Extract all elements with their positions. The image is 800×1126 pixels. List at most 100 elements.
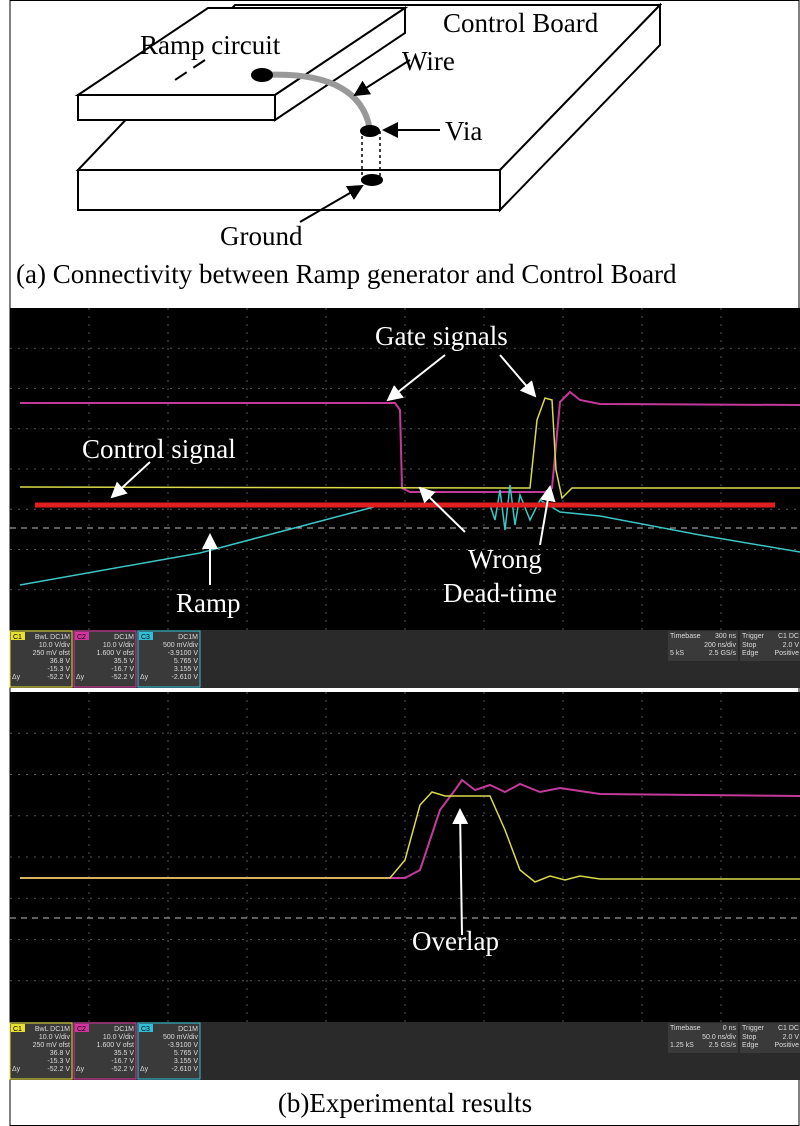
channel-box bbox=[73, 630, 137, 688]
channel-id: C3 bbox=[141, 1026, 150, 1033]
channel-value: -15.3 V bbox=[47, 666, 70, 673]
channel-id: C1 bbox=[13, 1026, 22, 1033]
delta-label: Δy bbox=[76, 1066, 85, 1073]
channel-value: -52.2 V bbox=[47, 1066, 70, 1073]
timebase-rate: 2.5 GS/s bbox=[709, 650, 737, 657]
label: Via bbox=[445, 116, 482, 146]
channel-value: 3.155 V bbox=[174, 666, 198, 673]
channel-tag bbox=[139, 1024, 153, 1032]
trigger-box bbox=[740, 1023, 800, 1053]
channel-coupling: DC1M bbox=[114, 1026, 134, 1033]
timebase-delay: 0 ns bbox=[723, 1025, 737, 1032]
trigger-label: Trigger bbox=[742, 633, 765, 640]
trigger-mode: Stop bbox=[742, 1034, 757, 1041]
timebase-label: Timebase bbox=[670, 633, 701, 640]
channel-value: 500 mV/div bbox=[163, 642, 199, 649]
channel-value: -52.2 V bbox=[111, 1066, 134, 1073]
channel-value: -3.9100 V bbox=[168, 1042, 199, 1049]
channel-value: 5.765 V bbox=[174, 658, 198, 665]
annotation: Control signal bbox=[82, 434, 236, 464]
channel-coupling: DC1M bbox=[114, 634, 134, 641]
channel-tag bbox=[75, 1024, 89, 1032]
timebase-box bbox=[668, 631, 738, 661]
timebase-delay: 300 ns bbox=[715, 633, 737, 640]
annotation: Ramp bbox=[176, 588, 241, 618]
channel-id: C2 bbox=[77, 634, 86, 641]
trigger-level: 2.0 V bbox=[783, 642, 800, 649]
channel-value: 5.765 V bbox=[174, 1050, 198, 1057]
channel-value: 10.0 V/div bbox=[39, 642, 71, 649]
channel-value: 10.0 V/div bbox=[103, 1034, 135, 1041]
channel-value: 250 mV ofst bbox=[33, 650, 70, 657]
channel-coupling: DC1M bbox=[178, 634, 198, 641]
channel-value: -15.3 V bbox=[47, 1058, 70, 1065]
channel-value: -16.7 V bbox=[111, 1058, 134, 1065]
channel-box bbox=[9, 630, 73, 688]
channel-value: -52.2 V bbox=[111, 674, 134, 681]
channel-value: 250 mV ofst bbox=[33, 1042, 70, 1049]
channel-value: 10.0 V/div bbox=[103, 642, 135, 649]
trigger-slope: Positive bbox=[774, 650, 799, 657]
channel-value: 36.8 V bbox=[50, 658, 71, 665]
scope-screen bbox=[10, 692, 800, 1022]
caption: (b)Experimental results bbox=[278, 1088, 532, 1118]
delta-label: Δy bbox=[12, 1066, 21, 1073]
channel-value: 36.8 V bbox=[50, 1050, 71, 1057]
channel-tag bbox=[11, 632, 25, 640]
channel-id: C3 bbox=[141, 634, 150, 641]
channel-value: 1.600 V ofst bbox=[97, 650, 134, 657]
timebase-div: 50.0 ns/div bbox=[702, 1034, 736, 1041]
channel-value: -52.2 V bbox=[47, 674, 70, 681]
board-diagram bbox=[74, 2, 663, 223]
trigger-slope: Positive bbox=[774, 1042, 799, 1049]
trigger-mode: Stop bbox=[742, 642, 757, 649]
channel-value: 10.0 V/div bbox=[39, 1034, 71, 1041]
timebase-div: 200 ns/div bbox=[704, 642, 736, 649]
channel-id: C2 bbox=[77, 1026, 86, 1033]
channel-value: -16.7 V bbox=[111, 666, 134, 673]
channel-box bbox=[73, 1022, 137, 1080]
trigger-type: Edge bbox=[742, 1042, 758, 1049]
scope-screen bbox=[10, 308, 800, 630]
channel-tag bbox=[75, 632, 89, 640]
timebase-samples: 5 kS bbox=[670, 650, 684, 657]
trigger-label: Trigger bbox=[742, 1025, 765, 1032]
channel-tag bbox=[139, 632, 153, 640]
delta-label: Δy bbox=[12, 674, 21, 681]
channel-value: 35.5 V bbox=[114, 1050, 135, 1057]
label: Control Board bbox=[443, 8, 599, 38]
delta-label: Δy bbox=[76, 674, 85, 681]
annotation: Dead-time bbox=[443, 578, 557, 608]
label: Ground bbox=[220, 221, 303, 251]
trigger-source: C1 DC bbox=[778, 633, 799, 640]
delta-label: Δy bbox=[140, 674, 149, 681]
channel-value: 35.5 V bbox=[114, 658, 135, 665]
timebase-box bbox=[668, 1023, 738, 1053]
delta-label: Δy bbox=[140, 1066, 149, 1073]
label: Ramp circuit bbox=[140, 30, 281, 60]
channel-coupling: BwL DC1M bbox=[35, 634, 70, 641]
trigger-source: C1 DC bbox=[778, 1025, 799, 1032]
channel-box bbox=[137, 630, 201, 688]
channel-tag bbox=[11, 1024, 25, 1032]
annotation: Wrong bbox=[468, 544, 542, 574]
channel-value: -2.610 V bbox=[172, 674, 199, 681]
channel-value: -3.9100 V bbox=[168, 650, 199, 657]
channel-value: -2.610 V bbox=[172, 1066, 199, 1073]
timebase-rate: 2.5 GS/s bbox=[709, 1042, 737, 1049]
timebase-label: Timebase bbox=[670, 1025, 701, 1032]
annotation: Overlap bbox=[412, 926, 499, 956]
trigger-type: Edge bbox=[742, 650, 758, 657]
channel-value: 3.155 V bbox=[174, 1058, 198, 1065]
channel-coupling: BwL DC1M bbox=[35, 1026, 70, 1033]
trigger-box bbox=[740, 631, 800, 661]
channel-value: 500 mV/div bbox=[163, 1034, 199, 1041]
timebase-samples: 1.25 kS bbox=[670, 1042, 694, 1049]
channel-coupling: DC1M bbox=[178, 1026, 198, 1033]
caption: (a) Connectivity between Ramp generator … bbox=[16, 259, 677, 289]
channel-box bbox=[9, 1022, 73, 1080]
channel-value: 1.600 V ofst bbox=[97, 1042, 134, 1049]
